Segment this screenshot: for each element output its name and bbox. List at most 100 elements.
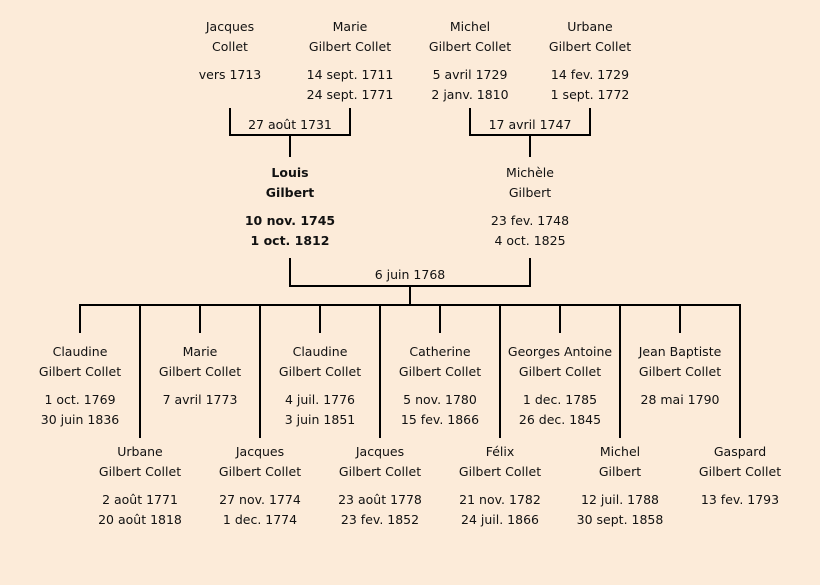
life-dates: 5 avril 1729 2 janv. 1810 [405, 65, 535, 105]
death-date: 26 dec. 1845 [518, 412, 602, 427]
death-date: 1 dec. 1774 [222, 512, 298, 527]
first-name: Michel [449, 19, 491, 34]
life-dates: vers 1713 [165, 65, 295, 85]
person-box: Claudine Gilbert Collet 1 oct. 1769 30 juin… [15, 342, 145, 430]
last-name: Gilbert Collet [458, 464, 542, 479]
last-name: Gilbert Collet [158, 364, 242, 379]
life-dates: 23 fev. 1748 4 oct. 1825 [465, 211, 595, 251]
death-date: 24 juil. 1866 [461, 512, 539, 527]
life-dates: 4 juil. 1776 3 juin 1851 [255, 390, 385, 430]
last-name: Collet [212, 39, 248, 54]
life-dates: 12 juil. 1788 30 sept. 1858 [555, 490, 685, 530]
marriage-date: 27 août 1731 [248, 117, 332, 132]
birth-date: 23 août 1778 [338, 492, 422, 507]
life-dates: 10 nov. 1745 1 oct. 1812 [225, 211, 355, 251]
birth-date: 4 juil. 1776 [284, 392, 356, 407]
death-date: 4 oct. 1825 [494, 233, 566, 248]
first-name: Jacques [205, 19, 255, 34]
last-name: Gilbert Collet [308, 39, 392, 54]
person-box: Marie Gilbert Collet 7 avril 1773 [135, 342, 265, 410]
person-box: Catherine Gilbert Collet 5 nov. 1780 15 fev… [375, 342, 505, 430]
death-date: 24 sept. 1771 [306, 87, 394, 102]
last-name: Gilbert [508, 185, 552, 200]
death-date: 2 janv. 1810 [431, 87, 509, 102]
birth-date: 7 avril 1773 [162, 392, 238, 407]
person-box: Claudine Gilbert Collet 4 juil. 1776 3 juin… [255, 342, 385, 430]
person-box: Félix Gilbert Collet 21 nov. 1782 24 juil. … [435, 442, 565, 530]
person-box: Jacques Gilbert Collet 23 août 1778 23 fev.… [315, 442, 445, 530]
birth-date: 14 sept. 1711 [306, 67, 394, 82]
first-name: Jacques [235, 444, 285, 459]
last-name: Gilbert Collet [428, 39, 512, 54]
birth-date: 14 fev. 1729 [550, 67, 630, 82]
person-box: Marie Gilbert Collet 14 sept. 1711 24 sept.… [285, 17, 415, 105]
birth-date: 10 nov. 1745 [244, 213, 336, 228]
life-dates: 1 oct. 1769 30 juin 1836 [15, 390, 145, 430]
birth-date: 2 août 1771 [102, 492, 178, 507]
last-name: Gilbert [598, 464, 642, 479]
first-name: Catherine [409, 344, 471, 359]
first-name: Claudine [52, 344, 108, 359]
life-dates: 13 fev. 1793 [675, 490, 805, 510]
first-name: Michèle [506, 165, 554, 180]
person-box: Jacques Collet vers 1713 [165, 17, 295, 85]
first-name: Félix [485, 444, 515, 459]
birth-date: 1 dec. 1785 [522, 392, 598, 407]
death-date: 20 août 1818 [98, 512, 182, 527]
person-box: Jean Baptiste Gilbert Collet 28 mai 1790 [615, 342, 745, 410]
first-name: Jacques [355, 444, 405, 459]
last-name: Gilbert Collet [638, 364, 722, 379]
person-box: Gaspard Gilbert Collet 13 fev. 1793 [675, 442, 805, 510]
birth-date: 28 mai 1790 [640, 392, 720, 407]
person-box: Urbane Gilbert Collet 2 août 1771 20 août 1… [75, 442, 205, 530]
death-date: 15 fev. 1866 [400, 412, 480, 427]
last-name: Gilbert Collet [38, 364, 122, 379]
person-box: Louis Gilbert 10 nov. 1745 1 oct. 1812 [225, 163, 355, 251]
last-name: Gilbert Collet [698, 464, 782, 479]
death-date: 1 oct. 1812 [250, 233, 330, 248]
birth-date: 1 oct. 1769 [44, 392, 116, 407]
birth-date: 21 nov. 1782 [459, 492, 541, 507]
life-dates: 14 fev. 1729 1 sept. 1772 [525, 65, 655, 105]
first-name: Marie [182, 344, 218, 359]
life-dates: 2 août 1771 20 août 1818 [75, 490, 205, 530]
birth-date: 23 fev. 1748 [490, 213, 570, 228]
marriage-date: 17 avril 1747 [488, 117, 572, 132]
birth-date: 5 avril 1729 [432, 67, 508, 82]
last-name: Gilbert Collet [98, 464, 182, 479]
first-name: Urbane [117, 444, 163, 459]
death-date: 1 sept. 1772 [550, 87, 630, 102]
person-box: Michèle Gilbert 23 fev. 1748 4 oct. 1825 [465, 163, 595, 251]
birth-date: 5 nov. 1780 [403, 392, 477, 407]
last-name: Gilbert Collet [218, 464, 302, 479]
first-name: Louis [271, 165, 309, 180]
marriage-date: 6 juin 1768 [374, 267, 446, 282]
birth-date: 27 nov. 1774 [219, 492, 301, 507]
last-name: Gilbert Collet [278, 364, 362, 379]
last-name: Gilbert [265, 185, 315, 200]
first-name: Michel [599, 444, 641, 459]
person-box: Georges Antoine Gilbert Collet 1 dec. 1785… [495, 342, 625, 430]
first-name: Jean Baptiste [638, 344, 722, 359]
death-date: 30 juin 1836 [40, 412, 120, 427]
first-name: Marie [332, 19, 368, 34]
death-date: 3 juin 1851 [284, 412, 356, 427]
person-box: Jacques Gilbert Collet 27 nov. 1774 1 dec. … [195, 442, 325, 530]
last-name: Gilbert Collet [548, 39, 632, 54]
life-dates: 5 nov. 1780 15 fev. 1866 [375, 390, 505, 430]
life-dates: 23 août 1778 23 fev. 1852 [315, 490, 445, 530]
last-name: Gilbert Collet [398, 364, 482, 379]
last-name: Gilbert Collet [338, 464, 422, 479]
last-name: Gilbert Collet [518, 364, 602, 379]
birth-date: 13 fev. 1793 [700, 492, 780, 507]
person-box: Michel Gilbert 12 juil. 1788 30 sept. 1858 [555, 442, 685, 530]
life-dates: 7 avril 1773 [135, 390, 265, 410]
life-dates: 27 nov. 1774 1 dec. 1774 [195, 490, 325, 530]
first-name: Claudine [292, 344, 348, 359]
life-dates: 21 nov. 1782 24 juil. 1866 [435, 490, 565, 530]
death-date: 30 sept. 1858 [576, 512, 664, 527]
first-name: Urbane [567, 19, 613, 34]
life-dates: 28 mai 1790 [615, 390, 745, 410]
birth-date: vers 1713 [198, 67, 262, 82]
